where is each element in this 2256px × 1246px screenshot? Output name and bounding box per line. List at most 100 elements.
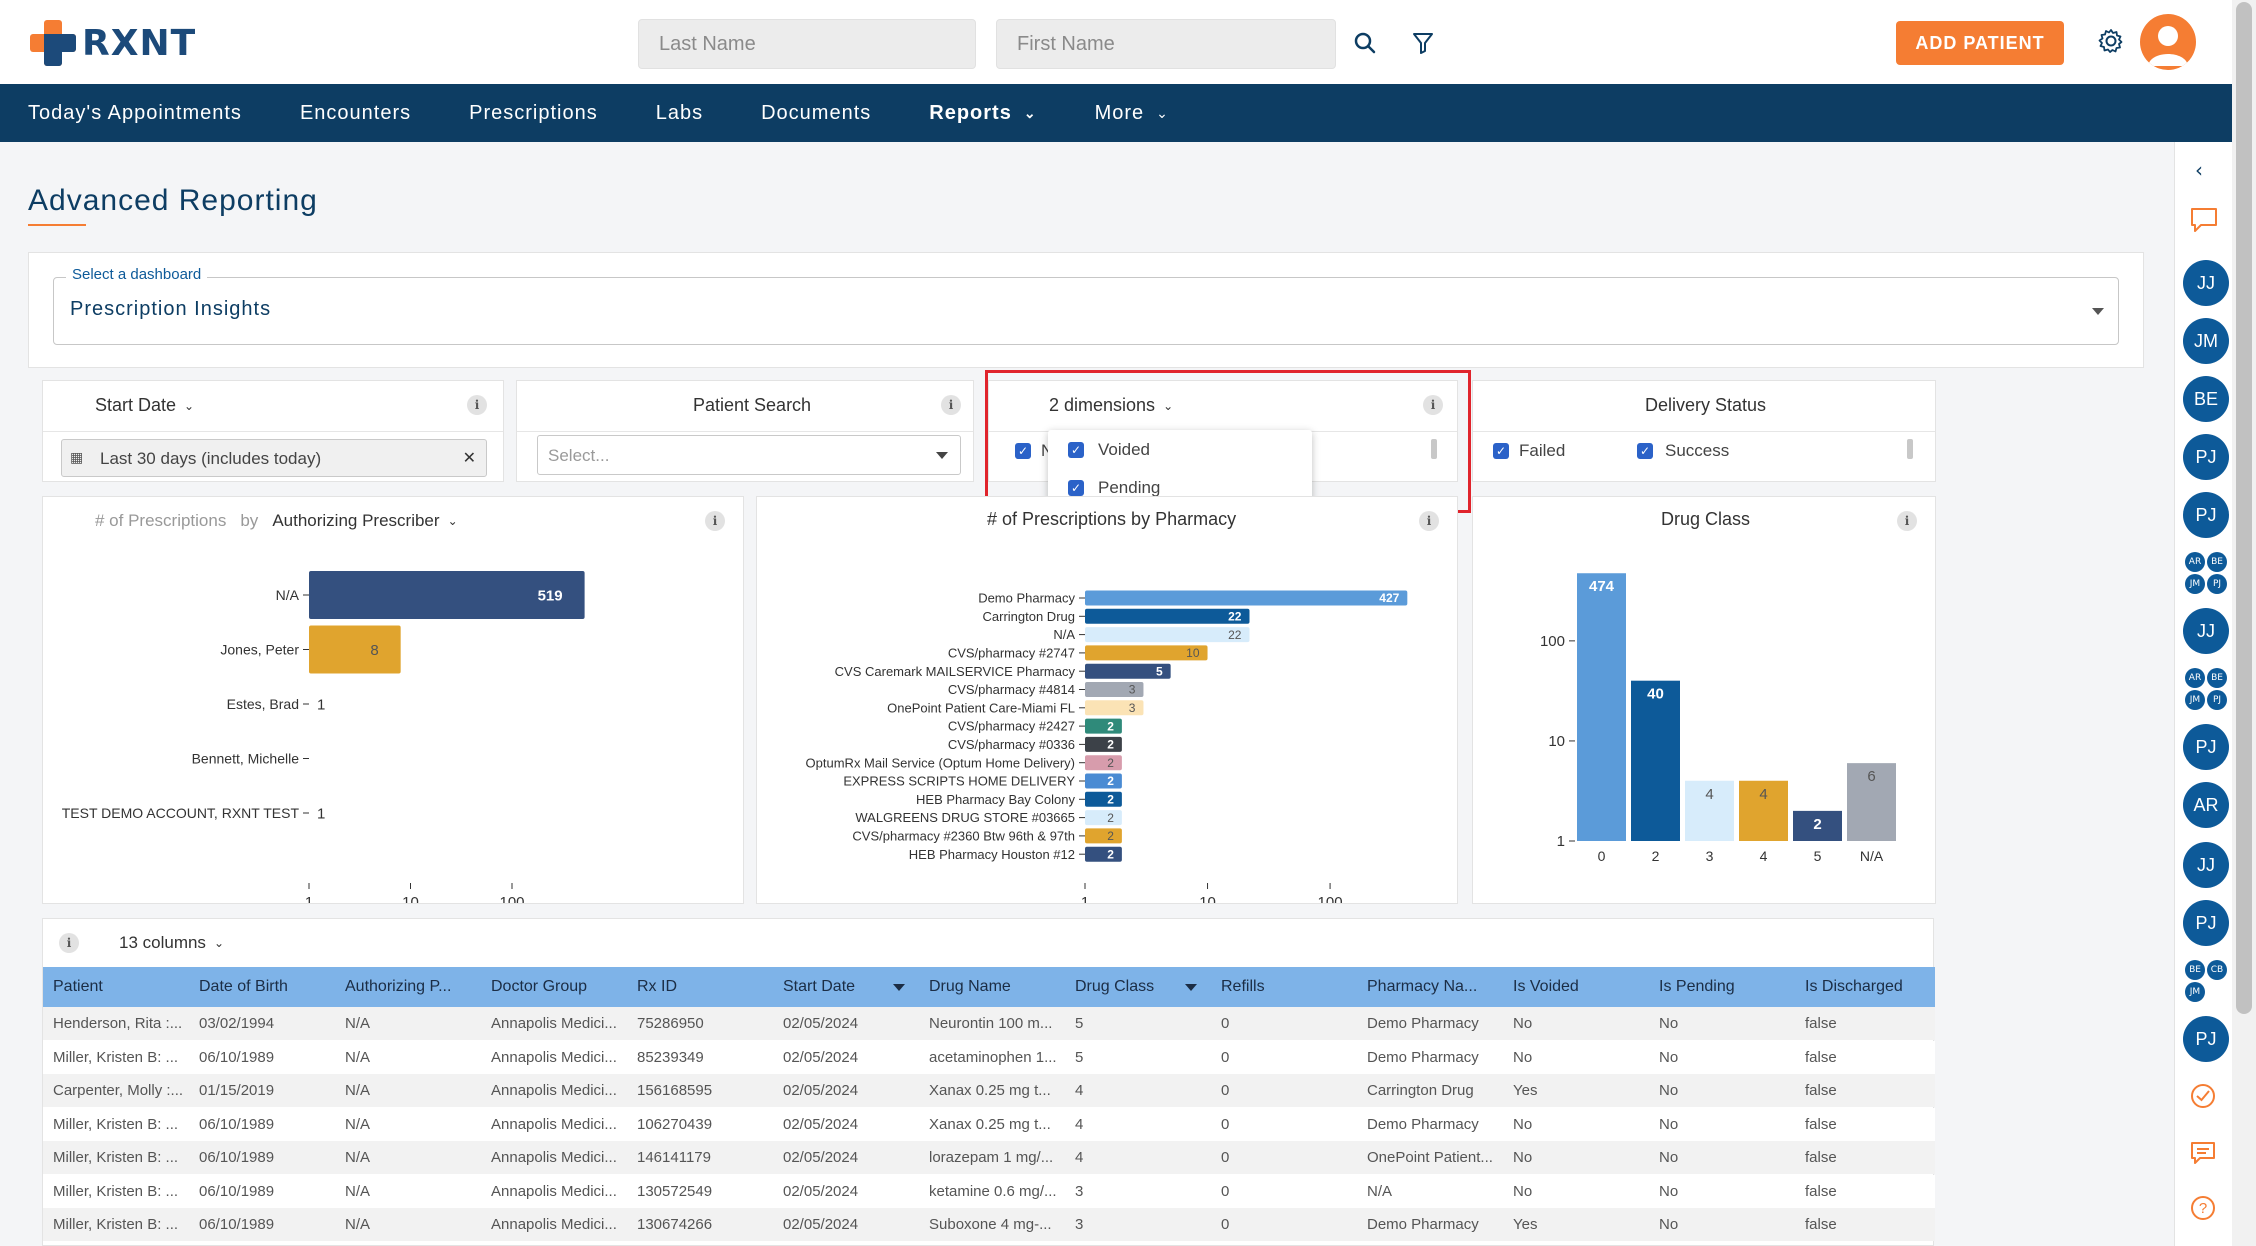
bar (1577, 573, 1626, 841)
logo-mark-icon (30, 20, 76, 66)
contact-avatar[interactable]: BE (2183, 376, 2229, 422)
contact-avatar[interactable]: AR (2183, 782, 2229, 828)
dimension-checkbox[interactable]: ✓ (1015, 443, 1031, 459)
voided-checkbox[interactable]: ✓ (1068, 442, 1084, 458)
success-checkbox[interactable]: ✓ (1637, 443, 1653, 459)
last-name-input[interactable]: Last Name (638, 19, 976, 69)
contact-avatar[interactable]: PJ (2183, 724, 2229, 770)
search-icon[interactable] (1350, 28, 1380, 58)
page-scrollbar[interactable] (2232, 0, 2256, 1246)
column-header[interactable]: Is Discharged (1795, 967, 1935, 1007)
contact-avatar[interactable]: JJ (2183, 608, 2229, 654)
category-label: TEST DEMO ACCOUNT, RXNT TEST (62, 805, 300, 821)
table-cell: false (1805, 1015, 1837, 1032)
info-icon[interactable]: i (1897, 511, 1917, 531)
column-header-label: Is Voided (1513, 978, 1579, 995)
table-row[interactable]: Miller, Kristen B: ... 06/10/1989 N/A Annap… (43, 1040, 1935, 1074)
contact-avatar[interactable]: PJ (2183, 492, 2229, 538)
dimensions-dropdown[interactable]: 2 dimensions ⌄ (1049, 395, 1173, 416)
message-icon[interactable] (2189, 1140, 2217, 1170)
contact-avatar[interactable]: JJ (2183, 260, 2229, 306)
user-avatar-icon[interactable] (2140, 14, 2196, 70)
category-label: N/A (1053, 627, 1075, 642)
table-cell: 03/02/1994 (199, 1015, 275, 1032)
info-icon[interactable]: i (1423, 395, 1443, 415)
scrollbar-thumb[interactable] (2236, 2, 2252, 1014)
info-icon[interactable]: i (705, 511, 725, 531)
contact-avatar[interactable]: JM (2183, 318, 2229, 364)
column-header[interactable]: Is Pending (1649, 967, 1795, 1007)
chevron-left-icon[interactable]: ‹ (2195, 158, 2203, 182)
nav-labs[interactable]: Labs (655, 101, 704, 124)
info-icon[interactable]: i (59, 933, 79, 953)
pharmacy-chart-panel: # of Prescriptions by Pharmacy i Demo Ph… (756, 496, 1458, 904)
column-header[interactable]: Doctor Group (481, 967, 627, 1007)
contact-avatar[interactable]: PJ (2183, 900, 2229, 946)
main-nav: Today's Appointments Encounters Prescrip… (0, 84, 2232, 142)
patient-search-select[interactable]: Select... (537, 435, 961, 475)
nav-prescriptions[interactable]: Prescriptions (469, 101, 598, 124)
contact-avatar[interactable]: PJ (2183, 434, 2229, 480)
data-label: 474 (1589, 578, 1615, 595)
column-header[interactable]: Authorizing P... (335, 967, 481, 1007)
data-label: 2 (1107, 774, 1114, 788)
column-header[interactable]: Date of Birth (189, 967, 335, 1007)
nav-reports[interactable]: Reports ⌄ (929, 102, 1036, 125)
column-header[interactable]: Drug Class (1065, 967, 1211, 1007)
chevron-down-icon: ⌄ (1156, 104, 1169, 121)
info-icon[interactable]: i (941, 395, 961, 415)
sort-icon[interactable] (1185, 984, 1197, 991)
column-header[interactable]: Patient (43, 967, 189, 1007)
voided-option[interactable]: Voided (1098, 440, 1150, 459)
info-icon[interactable]: i (1419, 511, 1439, 531)
nav-todays-appointments[interactable]: Today's Appointments (28, 101, 242, 124)
scroll-indicator[interactable] (1431, 439, 1437, 459)
check-circle-icon[interactable] (2189, 1082, 2217, 1114)
dimension-selector[interactable]: Authorizing Prescriber ⌄ (272, 511, 457, 531)
page-title: Advanced Reporting (28, 184, 318, 217)
date-range-field[interactable]: ▦ Last 30 days (includes today) ✕ (61, 439, 487, 477)
first-name-input[interactable]: First Name (996, 19, 1336, 69)
group-avatar[interactable]: BE CB JM (2183, 958, 2229, 1004)
chat-icon[interactable] (2189, 206, 2219, 238)
start-date-dropdown[interactable]: Start Date ⌄ (95, 395, 194, 416)
contact-avatar[interactable]: PJ (2183, 1016, 2229, 1062)
help-icon[interactable]: ? (2189, 1194, 2217, 1226)
dashboard-select[interactable]: Select a dashboard Prescription Insights (53, 266, 2119, 345)
table-row[interactable]: Miller, Kristen B: ... 06/10/1989 N/A Annap… (43, 1174, 1935, 1208)
clear-icon[interactable]: ✕ (462, 448, 476, 467)
table-cell: false (1805, 1216, 1837, 1233)
table-row[interactable]: Carpenter, Molly :... 01/15/2019 N/A Annapo… (43, 1074, 1935, 1107)
column-header[interactable]: Is Voided (1503, 967, 1649, 1007)
sort-icon[interactable] (893, 984, 905, 991)
nav-documents[interactable]: Documents (761, 101, 872, 124)
column-header[interactable]: Start Date (773, 967, 919, 1007)
column-header[interactable]: Pharmacy Na... (1357, 967, 1503, 1007)
rxnt-logo[interactable]: RXNT (30, 20, 196, 66)
scroll-indicator[interactable] (1907, 439, 1913, 459)
info-icon[interactable]: i (467, 395, 487, 415)
column-header[interactable]: Refills (1211, 967, 1357, 1007)
columns-dropdown[interactable]: 13 columns ⌄ (119, 933, 224, 953)
table-row[interactable]: Miller, Kristen B: ... 06/10/1989 N/A Annap… (43, 1208, 1935, 1241)
nav-encounters[interactable]: Encounters (299, 101, 412, 124)
column-header[interactable]: Drug Name (919, 967, 1065, 1007)
contact-avatar[interactable]: JJ (2183, 842, 2229, 888)
table-row[interactable]: Henderson, Rita :... 03/02/1994 N/A Annapol… (43, 1007, 1935, 1040)
nav-more[interactable]: More ⌄ (1095, 102, 1169, 125)
group-avatar[interactable]: AR BE JM PJ (2183, 666, 2229, 712)
column-header[interactable]: Rx ID (627, 967, 773, 1007)
table-row[interactable]: Miller, Kristen B: ... 06/10/1989 N/A Annap… (43, 1141, 1935, 1174)
add-patient-button[interactable]: ADD PATIENT (1896, 21, 2064, 65)
group-avatar[interactable]: AR BE JM PJ (2183, 550, 2229, 596)
table-row[interactable]: Miller, Kristen B: ... 06/10/1989 N/A Annap… (43, 1107, 1935, 1141)
table-cell: Miller, Kristen B: ... (53, 1149, 179, 1166)
pending-option[interactable]: Pending (1098, 478, 1161, 497)
filter-icon[interactable] (1408, 28, 1438, 58)
prescriber-bar-chart: N/A 519 Jones, Peter 8 Estes, Brad 1 Bennett, … (62, 571, 585, 903)
pending-checkbox[interactable]: ✓ (1068, 480, 1084, 496)
column-header-label: Drug Class (1075, 978, 1155, 995)
data-label: 2 (1813, 816, 1821, 833)
failed-checkbox[interactable]: ✓ (1493, 443, 1509, 459)
gear-icon[interactable] (2096, 26, 2126, 56)
